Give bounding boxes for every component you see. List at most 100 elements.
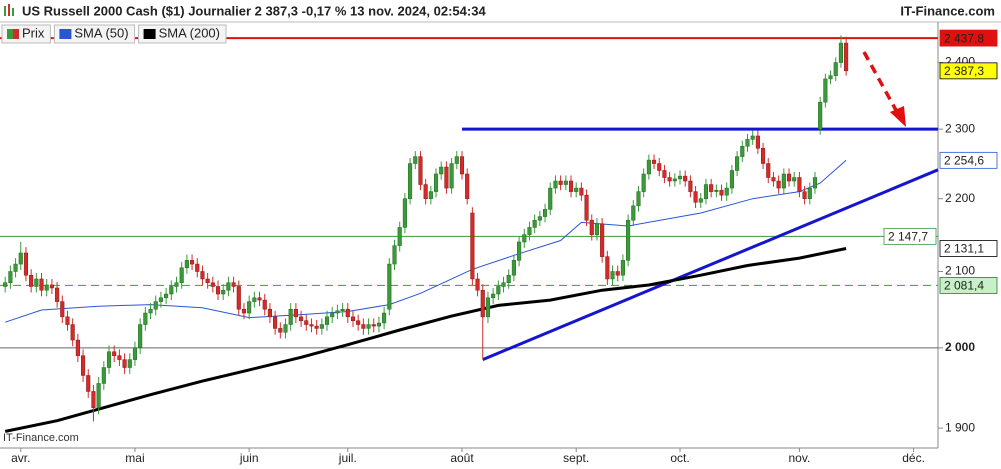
- x-tick-label: juin: [239, 451, 259, 465]
- legend-box: [53, 24, 136, 44]
- candle-body: [164, 293, 169, 299]
- candle-body: [132, 347, 138, 360]
- price-last-label-box: [939, 62, 998, 80]
- candle-body: [766, 163, 771, 178]
- y-tick-label: 2 000: [945, 340, 975, 354]
- candle-body: [662, 170, 667, 178]
- candle-body: [169, 286, 174, 295]
- candle-body: [563, 180, 568, 185]
- candle-body: [101, 367, 106, 384]
- candle-body: [439, 166, 444, 175]
- candle-body: [247, 301, 252, 314]
- candle-body: [532, 219, 537, 228]
- candle-body: [148, 308, 153, 314]
- x-tick-label: mai: [125, 451, 144, 465]
- candle-body: [755, 135, 760, 149]
- x-tick-label: août: [450, 451, 474, 465]
- candle-body: [340, 308, 345, 311]
- candle-body: [86, 375, 91, 392]
- candle-body: [480, 289, 485, 318]
- candle-body: [345, 308, 350, 318]
- legend-swatch: [13, 29, 19, 39]
- level-label: 2 437,8: [944, 31, 984, 45]
- candle-body: [55, 287, 60, 302]
- candle-body: [226, 282, 231, 291]
- y-tick-label: 1 900: [945, 420, 975, 434]
- candle-body: [195, 263, 200, 272]
- x-tick-label: sept.: [563, 451, 589, 465]
- candle-body: [236, 286, 241, 310]
- candle-body: [335, 310, 340, 314]
- candle-body: [138, 324, 143, 349]
- candle-body: [812, 177, 818, 189]
- candle-body: [293, 308, 298, 318]
- candle-body: [511, 260, 516, 276]
- x-tick-label: juil.: [338, 451, 357, 465]
- candle-body: [620, 260, 625, 276]
- candle-body: [496, 286, 501, 295]
- candle-body: [252, 297, 257, 302]
- trend-line: [482, 168, 939, 362]
- sma-last-label: 2 131,1: [944, 242, 984, 256]
- candle-body: [823, 78, 828, 103]
- candle-body: [641, 173, 646, 192]
- candle-body: [693, 191, 698, 203]
- candle-body: [724, 187, 729, 196]
- price-last-label: 2 387,3: [944, 64, 984, 78]
- candle-body: [330, 312, 335, 318]
- y-tick-label: 2 100: [945, 264, 975, 278]
- candle-body: [319, 324, 324, 329]
- candle-body: [127, 359, 132, 368]
- candle-body: [288, 308, 293, 325]
- candle-body: [594, 223, 600, 235]
- candle-body: [122, 359, 127, 368]
- candle-body: [158, 297, 163, 302]
- candle-body: [273, 316, 278, 329]
- candle-body: [818, 101, 823, 130]
- watermark: IT-Finance.com: [3, 432, 79, 444]
- candle-body: [361, 324, 366, 329]
- legend-item: SMA (50): [53, 24, 136, 44]
- candle-body: [838, 42, 843, 63]
- x-tick-label: avr.: [11, 451, 30, 465]
- sma-last-label-box: [939, 240, 998, 257]
- legend-swatch: [7, 29, 13, 39]
- candle-body: [314, 325, 319, 329]
- candle-body: [735, 156, 740, 171]
- candle-body: [402, 198, 407, 228]
- candle-body: [200, 271, 205, 280]
- candle-body: [205, 278, 210, 283]
- candle-body: [29, 274, 34, 287]
- sma-line: [5, 159, 847, 323]
- candle-body: [553, 180, 558, 189]
- candle-body: [184, 260, 189, 269]
- candle-body: [408, 163, 413, 199]
- candle-body: [215, 286, 221, 295]
- candle-body: [231, 282, 236, 287]
- candle-body: [44, 284, 49, 291]
- candle-body: [714, 189, 719, 192]
- candle-body: [34, 278, 39, 287]
- candle-body: [527, 227, 532, 235]
- candle-body: [506, 274, 511, 283]
- candle-body: [465, 173, 470, 199]
- candle-body: [18, 252, 23, 265]
- candle-body: [807, 187, 812, 199]
- candle-body: [792, 177, 797, 182]
- candle-body: [677, 175, 683, 180]
- candle-body: [600, 223, 605, 257]
- candle-body: [740, 145, 745, 157]
- candle-body: [542, 209, 548, 217]
- level-label: 2 147,7: [888, 230, 928, 244]
- candle-body: [117, 355, 122, 360]
- x-tick-label: nov.: [789, 451, 811, 465]
- x-tick-label: déc.: [902, 451, 925, 465]
- legend-label: SMA (200): [159, 25, 220, 40]
- candle-body: [709, 184, 714, 192]
- legend-item: Prix: [1, 24, 51, 44]
- candle-body: [745, 139, 750, 147]
- candle-body: [558, 180, 563, 185]
- candle-body: [278, 328, 283, 333]
